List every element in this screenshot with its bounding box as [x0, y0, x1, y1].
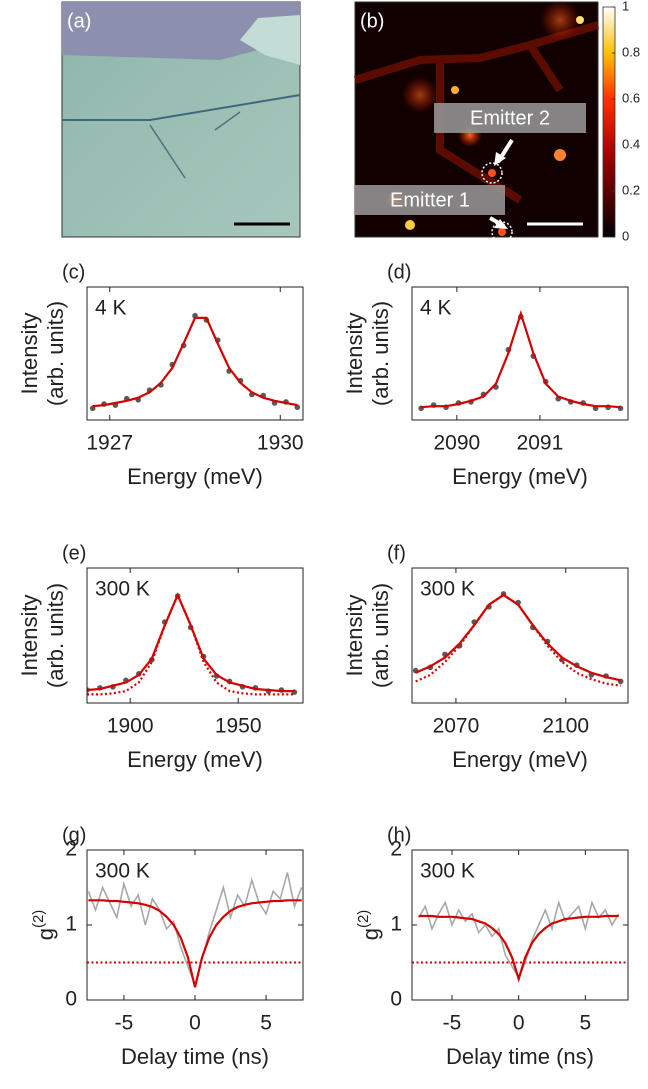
panel-label: (h) — [387, 824, 411, 846]
panel-label: (g) — [62, 824, 86, 846]
x-tick-label: 1900 — [107, 715, 154, 738]
plot-area — [412, 591, 624, 687]
x-axis-label: Delay time (ns) — [446, 1044, 594, 1069]
y-axis-label: g(2) — [30, 910, 58, 941]
axes-frame — [86, 567, 304, 704]
y-axis-label: Intensity — [17, 595, 42, 677]
y-axis-label: Intensity — [17, 313, 42, 395]
emitter-label: Emitter 1 — [390, 189, 470, 211]
plot-area — [87, 592, 298, 696]
y-tick-label: 1 — [65, 913, 77, 936]
y-axis-label: (arb. units) — [368, 301, 393, 406]
panel-label: (a) — [67, 10, 91, 32]
annotation: 4 K — [420, 297, 452, 320]
colorbar-tick-label: 0 — [622, 228, 629, 243]
y-axis-label: (arb. units) — [368, 583, 393, 688]
pl-map — [353, 0, 616, 243]
x-tick-label: -5 — [115, 1012, 134, 1035]
x-tick-label: 1950 — [215, 715, 262, 738]
axes-frame — [411, 286, 629, 421]
fit-line — [421, 309, 621, 409]
data-line — [418, 899, 620, 980]
axes-frame — [411, 567, 629, 704]
x-tick-label: 2091 — [517, 432, 564, 455]
x-axis-label: Energy (meV) — [452, 747, 588, 772]
y-axis-label: g(2) — [355, 910, 383, 941]
y-tick-label: 2 — [65, 838, 77, 861]
fit-line — [418, 914, 619, 983]
annotation: 300 K — [420, 578, 475, 601]
panel-label: (f) — [387, 542, 406, 564]
y-tick-label: 1 — [390, 913, 402, 936]
y-axis-label-base: g — [33, 928, 58, 940]
optical-image — [61, 1, 301, 238]
y-axis-label-sup: (2) — [30, 910, 47, 928]
x-tick-label: 1930 — [257, 432, 304, 455]
y-tick-label: 0 — [65, 988, 77, 1011]
x-axis-label: Energy (meV) — [452, 464, 588, 489]
fit-line — [88, 899, 302, 988]
emitter-label: Emitter 2 — [470, 107, 550, 129]
colorbar-tick-label: 0.6 — [622, 90, 640, 105]
x-tick-label: 1927 — [86, 432, 133, 455]
x-tick-label: -5 — [443, 1012, 462, 1035]
fit-line — [415, 593, 621, 682]
x-tick-label: 2100 — [542, 715, 589, 738]
y-axis-label: (arb. units) — [43, 301, 68, 406]
panel-label: (b) — [360, 10, 384, 32]
x-tick-label: 0 — [189, 1012, 201, 1035]
y-axis-label-base: g — [358, 928, 383, 940]
x-tick-label: 2070 — [433, 715, 480, 738]
y-tick-label: 0 — [390, 988, 402, 1011]
plot-area — [89, 312, 301, 412]
fit-line — [415, 593, 621, 687]
x-tick-label: 5 — [579, 1012, 591, 1035]
panel-label: (e) — [62, 542, 86, 564]
fit-line — [87, 592, 295, 696]
annotation: 300 K — [420, 860, 475, 883]
y-axis-label-sup: (2) — [355, 910, 372, 928]
colorbar-tick-label: 1 — [622, 0, 629, 13]
panel-label: (d) — [387, 261, 411, 283]
colorbar-tick-label: 0.4 — [622, 136, 640, 151]
annotation: 4 K — [95, 297, 127, 320]
x-tick-label: 2090 — [434, 432, 481, 455]
colorbar-tick-label: 0.8 — [622, 44, 640, 59]
plot-area — [87, 872, 303, 988]
data-line — [87, 872, 303, 988]
colorbar-tick-label: 0.2 — [622, 182, 640, 197]
fit-line — [87, 592, 295, 693]
axes-frame — [86, 286, 304, 421]
y-axis-label: Intensity — [342, 595, 367, 677]
x-axis-label: Energy (meV) — [127, 464, 263, 489]
x-tick-label: 0 — [513, 1012, 525, 1035]
plot-area — [418, 309, 624, 412]
y-tick-label: 2 — [390, 838, 402, 861]
panel-label: (c) — [62, 261, 85, 283]
fit-line — [92, 316, 298, 408]
x-tick-label: 5 — [260, 1012, 272, 1035]
y-axis-label: Intensity — [342, 313, 367, 395]
y-axis-label: (arb. units) — [43, 583, 68, 688]
x-axis-label: Energy (meV) — [127, 747, 263, 772]
x-axis-label: Delay time (ns) — [121, 1044, 269, 1069]
plot-area — [412, 899, 628, 983]
annotation: 300 K — [95, 860, 150, 883]
annotation: 300 K — [95, 578, 150, 601]
